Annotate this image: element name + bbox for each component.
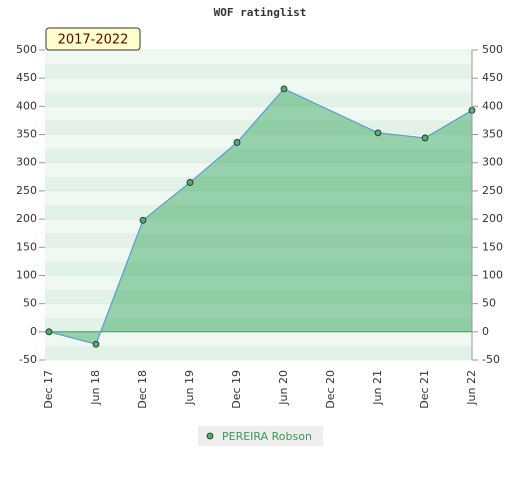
y2-tick-label: 300 [482, 156, 503, 169]
subtitle: 2017-2022 [58, 33, 129, 48]
y2-tick-label: 250 [482, 184, 503, 197]
point [139, 216, 147, 224]
plot-area [45, 49, 476, 361]
x-tick-label: Dec 20 [324, 370, 337, 409]
point [280, 85, 288, 93]
point [421, 134, 429, 142]
area [49, 88, 472, 345]
legend [198, 426, 323, 446]
y2-tick-label: 500 [482, 43, 503, 56]
x-tick-label: Jun 19 [183, 370, 196, 406]
point [233, 139, 241, 146]
y-tick-label: 0 [30, 325, 37, 338]
x-tick-label: Jun 18 [89, 370, 102, 406]
y2-tick-label: 150 [482, 240, 503, 253]
background-stripe [45, 64, 472, 79]
x-tick-label: Jun 20 [277, 370, 290, 406]
legend-label: PEREIRA Robson [222, 430, 312, 443]
y-tick-label: 50 [23, 297, 37, 310]
y-tick-label: 400 [16, 99, 37, 112]
y-tick-label: 450 [16, 71, 37, 84]
background-stripe [45, 92, 472, 107]
y2-tick-label: 400 [482, 99, 503, 112]
legend-marker [206, 432, 214, 440]
x-tick-label: Dec 17 [42, 370, 55, 409]
y-tick-label: 500 [16, 43, 37, 56]
y2-tick-label: 200 [482, 212, 503, 225]
point [45, 328, 53, 336]
point [92, 340, 100, 348]
background-stripe [45, 331, 472, 346]
y2-tick-label: -50 [482, 353, 500, 366]
y2-tick-label: 100 [482, 268, 503, 281]
y-tick-label: 100 [16, 268, 37, 281]
y-tick-label: 200 [16, 212, 37, 225]
y-tick-label: 150 [16, 240, 37, 253]
x-tick-label: Jun 21 [371, 370, 384, 406]
background-stripe [45, 78, 472, 93]
background-stripe [45, 106, 472, 121]
background-stripe [45, 345, 472, 360]
y2-tick-label: 0 [482, 325, 489, 338]
x-tick-label: Jun 22 [465, 370, 478, 406]
y-tick-label: 250 [16, 184, 37, 197]
y2-tick-label: 50 [482, 297, 496, 310]
y-tick-label: 350 [16, 128, 37, 141]
chart-title: WOF ratinglist [214, 6, 307, 19]
subtitle-box [45, 27, 141, 51]
y-tick-label: -50 [19, 353, 37, 366]
x-tick-label: Dec 19 [230, 370, 243, 409]
point [186, 179, 194, 186]
point [374, 129, 382, 137]
x-tick-label: Dec 18 [136, 370, 149, 409]
y2-tick-label: 450 [482, 71, 503, 84]
y2-tick-label: 350 [482, 128, 503, 141]
y-tick-label: 300 [16, 156, 37, 169]
x-tick-label: Dec 21 [418, 370, 431, 409]
background-stripe [45, 50, 472, 65]
